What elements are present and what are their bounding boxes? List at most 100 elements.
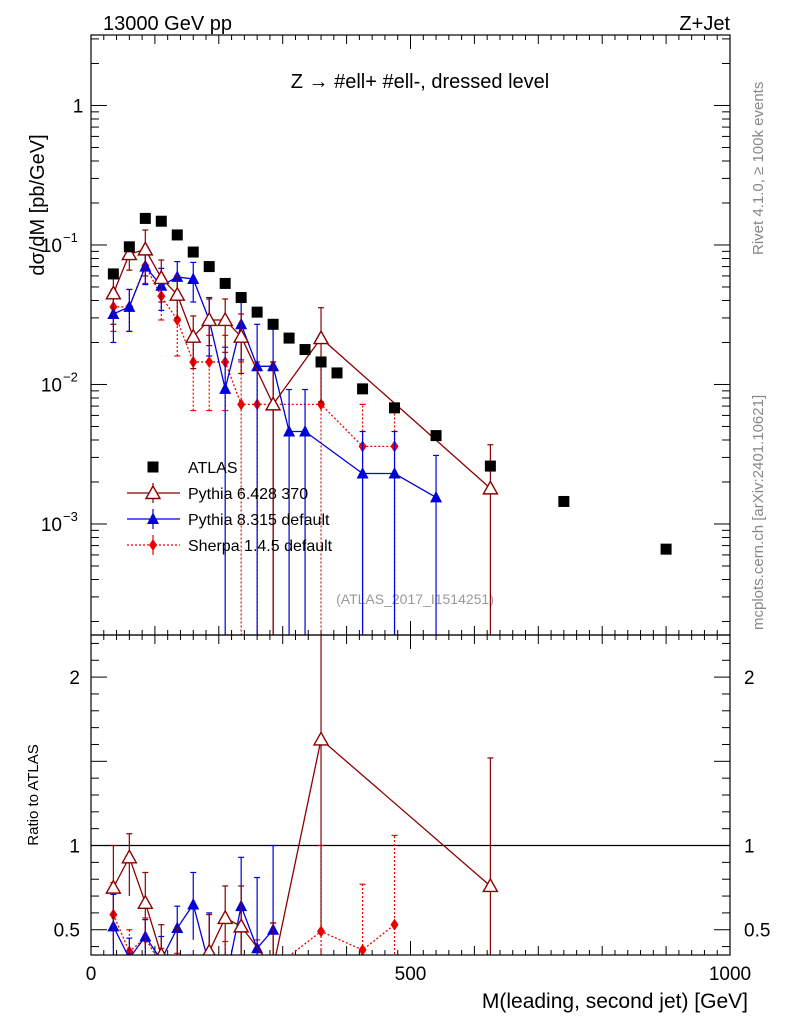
data-point-atlas [187,246,199,258]
legend-marker [149,539,157,551]
ratio-point-sherpa [358,943,367,955]
data-point-pythia6 [232,328,250,343]
x-tick-label: 0 [86,964,97,985]
y-tick-label-base: 10 [41,236,62,257]
data-point-sherpa [205,355,214,368]
legend-entry-pythia8: Pythia 8.315 default [127,509,330,529]
plot-title: Z → #ell+ #ell-, dressed level [291,71,549,93]
data-point-pythia6 [169,286,186,301]
data-point-pythia8 [219,382,232,394]
data-point-pythia6 [185,328,202,343]
y-tick-label: 10 −3 [41,509,78,536]
header-beam-label: 13000 GeV pp [103,13,232,35]
ratio-line-pythia6 [112,738,491,955]
y-tick-label-exponent: −2 [63,369,78,384]
y-tick-label-exponent: −1 [63,230,78,245]
ratio-point-sherpa [157,959,165,971]
data-point-pythia6 [201,311,218,327]
ratio-series-pythia6 [105,635,499,978]
ratio-frame [90,634,731,956]
ratio-y-tick-label-right: 0.5 [744,921,770,942]
ratio-plot-data [91,635,730,993]
data-point-atlas [484,460,496,472]
y-tick-label-base: 10 [41,515,62,536]
ratio-point-pythia6 [216,909,234,925]
data-point-pythia6 [216,311,234,327]
x-tick-label: 1000 [709,964,751,985]
series-line-pythia8 [113,265,437,498]
ratio-point-pythia6 [137,894,154,909]
data-point-pythia8 [251,359,264,372]
data-point-pythia6 [312,329,330,345]
data-point-atlas [155,215,167,227]
series-atlas [107,212,672,555]
data-point-atlas [331,367,343,379]
legend-label: Pythia 6.428 370 [188,486,308,503]
ratio-point-pythia6 [121,848,138,864]
plot-title-text: Z → #ell+ #ell-, dressed level [291,71,549,93]
ratio-point-pythia8 [203,959,215,971]
legend: ATLAS Pythia 6.428 370 Pythia 8.315 defaul… [127,460,333,555]
legend-label: Sherpa 1.4.5 default [188,538,333,555]
ratio-point-sherpa [253,971,261,983]
ratio-y-tick-label: 2 [69,668,80,689]
legend-marker [147,512,159,524]
data-point-atlas [171,229,183,241]
data-point-atlas [299,344,311,356]
x-tick-label: 500 [395,964,427,985]
x-axis-title: M(leading, second jet) [GeV] [482,990,748,1013]
data-point-pythia8 [283,425,296,437]
data-point-atlas [219,277,231,289]
data-point-atlas [283,332,295,344]
y-tick-label: 10 −1 [41,230,78,257]
ratio-point-sherpa [390,918,399,931]
y-tick-label-base: 10 [41,375,62,396]
ratio-point-sherpa [173,966,181,978]
legend-entry-sherpa: Sherpa 1.4.5 default [127,535,333,555]
ratio-point-pythia8 [127,951,131,955]
data-point-atlas [558,495,570,507]
data-point-pythia6 [482,479,499,495]
data-point-pythia8 [356,467,369,479]
ratio-point-pythia6 [186,965,200,978]
data-point-atlas [139,212,151,224]
series-line-sherpa [113,264,395,448]
ratio-series-sherpa [109,834,399,993]
data-point-atlas [123,241,135,253]
data-point-pythia6 [137,240,154,256]
data-point-pythia6 [105,284,122,300]
ratio-series-pythia8 [107,844,280,989]
ratio-point-pythia6 [312,730,330,746]
data-point-pythia6 [264,395,282,411]
side-mcplots-label: mcplots.cern.ch [arXiv:2401.10621] [750,395,767,630]
ratio-point-pythia6 [156,946,167,955]
ratio-point-sherpa [189,981,197,993]
data-point-atlas [203,261,215,273]
data-point-pythia8 [187,272,200,285]
side-rivet-label: Rivet 4.1.0, ≥ 100k events [750,82,767,255]
ratio-y-tick-label-right: 1 [744,837,755,858]
legend-marker [147,461,159,473]
ratio-point-sherpa [317,925,326,938]
legend-label: ATLAS [188,460,238,477]
ratio-point-pythia8 [219,977,231,989]
ratio-y-tick-label-right: 2 [744,668,755,689]
y-tick-label: 10 −2 [41,369,78,396]
data-point-atlas [389,402,401,414]
ratio-point-pythia6 [266,961,280,974]
legend-entry-atlas: ATLAS [147,460,238,477]
main-y-axis-title: dσ/dM [pb/GeV] [27,134,49,275]
data-point-sherpa [237,398,246,411]
main-plot-data [105,212,672,635]
ratio-point-sherpa [269,962,277,974]
legend-entry-pythia6: Pythia 6.428 370 [127,483,308,503]
ratio-point-pythia6 [232,917,250,933]
ratio-y-tick-label: 1 [69,837,80,858]
ratio-point-pythia6 [482,877,499,893]
data-point-atlas [660,543,672,555]
data-point-atlas [251,306,263,318]
legend-label: Pythia 8.315 default [188,512,330,529]
ratio-point-sherpa [221,962,229,974]
